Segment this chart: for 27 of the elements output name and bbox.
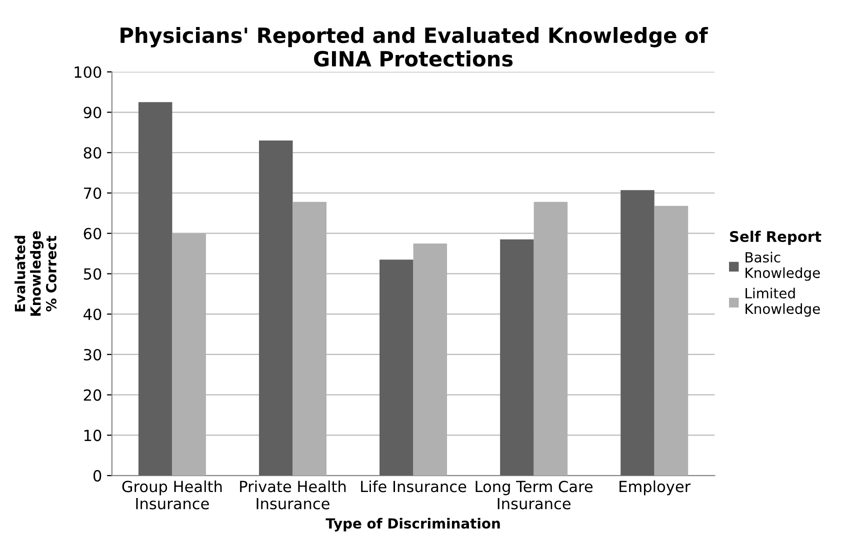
legend-label: Limited Knowledge <box>746 288 820 317</box>
x-tick-label: Life Insurance <box>361 480 466 492</box>
y-axis-title: Evaluated Knowledge % Correct <box>14 231 56 316</box>
y-tick-label: 80 <box>84 147 102 159</box>
y-tick-label: 70 <box>84 187 102 200</box>
y-tick-label: 30 <box>84 348 102 360</box>
bar <box>138 102 172 476</box>
x-tick-label: Group Health Insurance <box>122 480 222 510</box>
y-tick-label: 100 <box>74 66 102 78</box>
y-tick-label: 0 <box>93 470 102 482</box>
bar <box>258 140 293 476</box>
bar <box>380 260 414 476</box>
legend-title: Self Report <box>730 230 822 245</box>
x-tick-label: Private Health Insurance <box>240 480 346 510</box>
chart-title: Physicians' Reported and Evaluated Knowledge of GINA Protections <box>120 27 708 67</box>
y-tick-label: 60 <box>84 228 102 240</box>
bar <box>620 190 654 476</box>
legend-label: Basic Knowledge <box>746 252 820 281</box>
y-tick-label: 50 <box>84 268 102 280</box>
y-tick-label: 90 <box>84 106 102 118</box>
y-tick-label: 40 <box>84 308 102 320</box>
y-tick-label: 10 <box>84 430 102 442</box>
y-tick-label: 20 <box>84 389 102 401</box>
x-axis-title: Type of Discrimination <box>326 518 500 532</box>
bar <box>500 239 534 476</box>
x-tick-label: Employer <box>620 480 691 496</box>
x-tick-label: Long Term Care Insurance <box>476 480 593 510</box>
